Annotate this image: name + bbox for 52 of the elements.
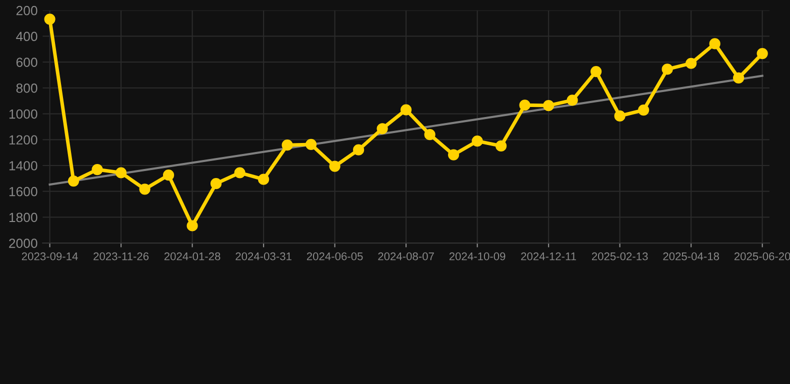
y-tick-label: 1600 — [9, 186, 38, 196]
point — [472, 136, 483, 147]
point — [686, 58, 697, 69]
y-tick-label: 400 — [16, 32, 38, 42]
point — [44, 14, 56, 25]
point — [400, 104, 412, 116]
y-tick-label: 1000 — [9, 109, 38, 119]
point — [733, 72, 744, 84]
point — [282, 140, 293, 151]
point — [329, 160, 340, 172]
y-tick-label: 600 — [16, 58, 38, 67]
point — [756, 48, 768, 60]
point — [234, 167, 246, 178]
point — [305, 138, 317, 150]
point — [353, 144, 364, 156]
point — [92, 164, 103, 176]
x-tick-label: 2024-06-05 — [306, 252, 363, 260]
x-tick-label: 2025-06-20 — [734, 252, 790, 260]
y-tick-label: 200 — [16, 6, 38, 16]
point — [662, 64, 673, 75]
point — [115, 167, 127, 178]
x-tick-label: 2024-10-09 — [449, 252, 506, 260]
point — [210, 178, 222, 190]
x-tick-label: 2024-08-07 — [378, 252, 434, 260]
y-tick-label: 1200 — [9, 135, 38, 145]
point — [566, 94, 578, 106]
point — [638, 104, 650, 116]
point — [448, 149, 460, 160]
x-tick-label: 2025-04-18 — [663, 252, 720, 260]
point — [496, 140, 507, 152]
point — [519, 100, 530, 111]
y-tick-label: 1800 — [9, 212, 38, 222]
y-tick-label: 800 — [16, 84, 38, 93]
point — [139, 184, 150, 195]
x-tick-label: 2025-02-13 — [592, 252, 648, 260]
x-tick-label: 2024-12-11 — [521, 252, 576, 260]
x-tick-label: 2023-11-26 — [94, 252, 149, 260]
x-tick-label: 2024-01-28 — [164, 252, 220, 260]
point — [709, 38, 720, 50]
point — [614, 110, 626, 122]
x-tick-label: 2023-09-14 — [22, 252, 78, 260]
point — [186, 220, 198, 232]
point — [68, 175, 80, 187]
x-tick-label: 2024-03-31 — [236, 252, 292, 260]
point — [543, 100, 554, 112]
point — [376, 123, 388, 134]
point — [590, 66, 602, 78]
point — [162, 170, 174, 181]
point — [424, 129, 436, 140]
y-tick-label: 2000 — [9, 238, 38, 248]
y-tick-label: 1400 — [9, 161, 38, 170]
point — [258, 174, 270, 185]
